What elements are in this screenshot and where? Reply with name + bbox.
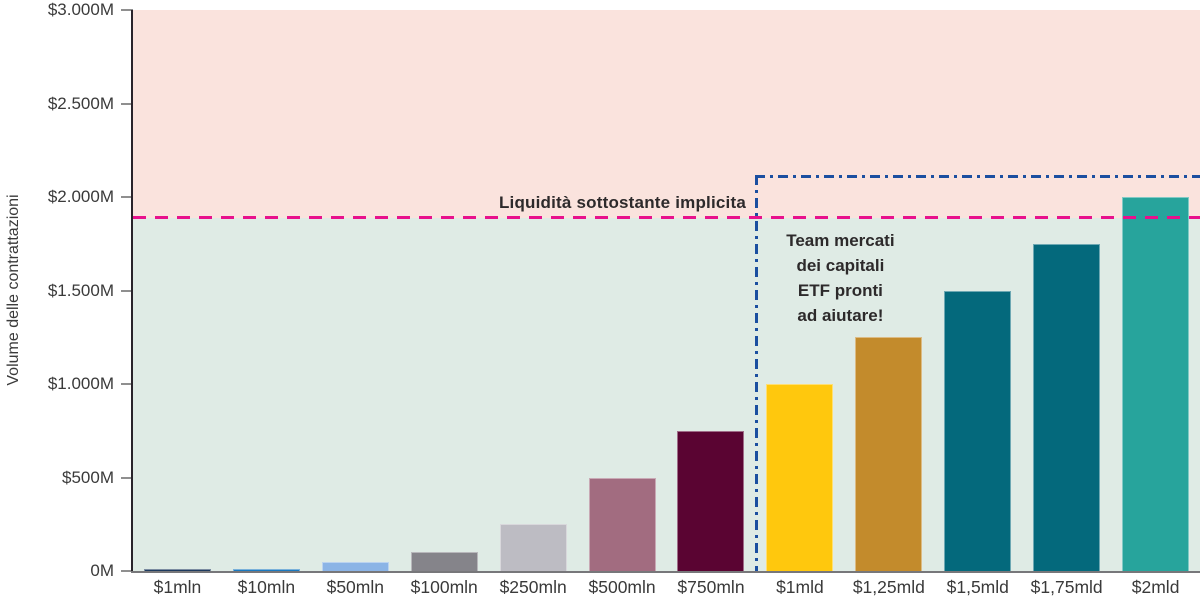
x-label-$1,75mld: $1,75mld [1030, 577, 1103, 597]
y-axis-spine [131, 10, 133, 571]
below-threshold-background [133, 217, 1200, 571]
plot-area: Team mercati dei capitali ETF pronti ad … [131, 10, 1200, 573]
y-tick-1500: $1.500M [48, 281, 133, 301]
x-label-$1mln: $1mln [153, 577, 202, 597]
y-tick-mark [121, 383, 133, 385]
y-tick-label: $500M [62, 467, 114, 487]
threshold-label: Liquidità sottostante implicita [498, 192, 746, 212]
x-axis-spine [131, 571, 1200, 573]
bar-$1,5mld [933, 10, 1022, 571]
bar-rect [588, 477, 656, 571]
y-tick-mark [121, 476, 133, 479]
bar-$1mln [133, 10, 222, 571]
y-tick-2000: $2.000M [48, 187, 133, 207]
bar-rect [232, 569, 300, 571]
y-axis: 0M $500M $1.000M $1.500M $2.000M $2.500M $3.00… [0, 0, 133, 580]
bars [133, 10, 1200, 571]
bar-rect [143, 569, 211, 571]
bar-$2mld [1111, 10, 1200, 571]
bar-$1mld [755, 10, 844, 571]
x-label-$10mln: $10mln [237, 577, 296, 597]
x-label-$1,25mld: $1,25mld [852, 577, 925, 597]
y-tick-mark [121, 570, 133, 572]
y-tick-mark [121, 289, 133, 292]
bar-rect [1122, 197, 1190, 571]
bar-rect [944, 290, 1012, 571]
y-tick-1000: $1.000M [48, 374, 133, 394]
bar-$50mln [311, 10, 400, 571]
x-label-$250mln: $250mln [499, 577, 567, 597]
y-tick-label: $2.000M [47, 187, 114, 206]
x-label-$1,5mld: $1,5mld [946, 577, 1009, 597]
bar-$10mln [222, 10, 311, 571]
y-tick-label: $2.500M [47, 93, 114, 113]
x-label-$50mln: $50mln [326, 577, 384, 597]
bar-rect [499, 524, 567, 571]
x-label-$2mld: $2mld [1131, 577, 1180, 597]
bar-rect [766, 384, 834, 571]
y-tick-3000: $3.000M [48, 0, 133, 20]
bar-$500mln [578, 10, 667, 571]
y-tick-0: 0M [90, 561, 133, 581]
x-label-$100mln: $100mln [410, 577, 478, 597]
y-tick-label: $3.000M [47, 0, 114, 19]
x-label-$1mld: $1mld [776, 577, 824, 597]
bar-rect [855, 337, 923, 571]
bar-$250mln [489, 10, 578, 571]
callout-text: Team mercati dei capitali ETF pronti ad … [786, 230, 895, 325]
x-label-$500mln: $500mln [588, 577, 656, 597]
y-tick-label: $1.000M [47, 374, 114, 393]
y-tick-mark [121, 102, 133, 105]
callout-box [755, 174, 1200, 572]
y-tick-label: 0M [90, 561, 114, 580]
y-tick-mark [121, 9, 133, 11]
bar-rect [677, 430, 745, 571]
y-tick-2500: $2.500M [48, 94, 133, 114]
y-tick-label: $1.500M [47, 280, 114, 300]
bar-rect [321, 561, 389, 571]
y-tick-500: $500M [62, 468, 133, 488]
threshold-line [133, 216, 1200, 220]
bar-$1,75mld [1022, 10, 1111, 571]
x-axis-labels: $1mln $10mln $50mln $100mln $250mln $500mln $7… [133, 577, 1200, 598]
x-label-$750mln: $750mln [677, 577, 745, 597]
y-tick-mark [121, 196, 133, 198]
bar-$100mln [400, 10, 489, 571]
bar-$750mln [667, 10, 756, 571]
bar-rect [1033, 243, 1101, 571]
bar-$1,25mld [844, 10, 933, 571]
bar-rect [410, 552, 478, 571]
